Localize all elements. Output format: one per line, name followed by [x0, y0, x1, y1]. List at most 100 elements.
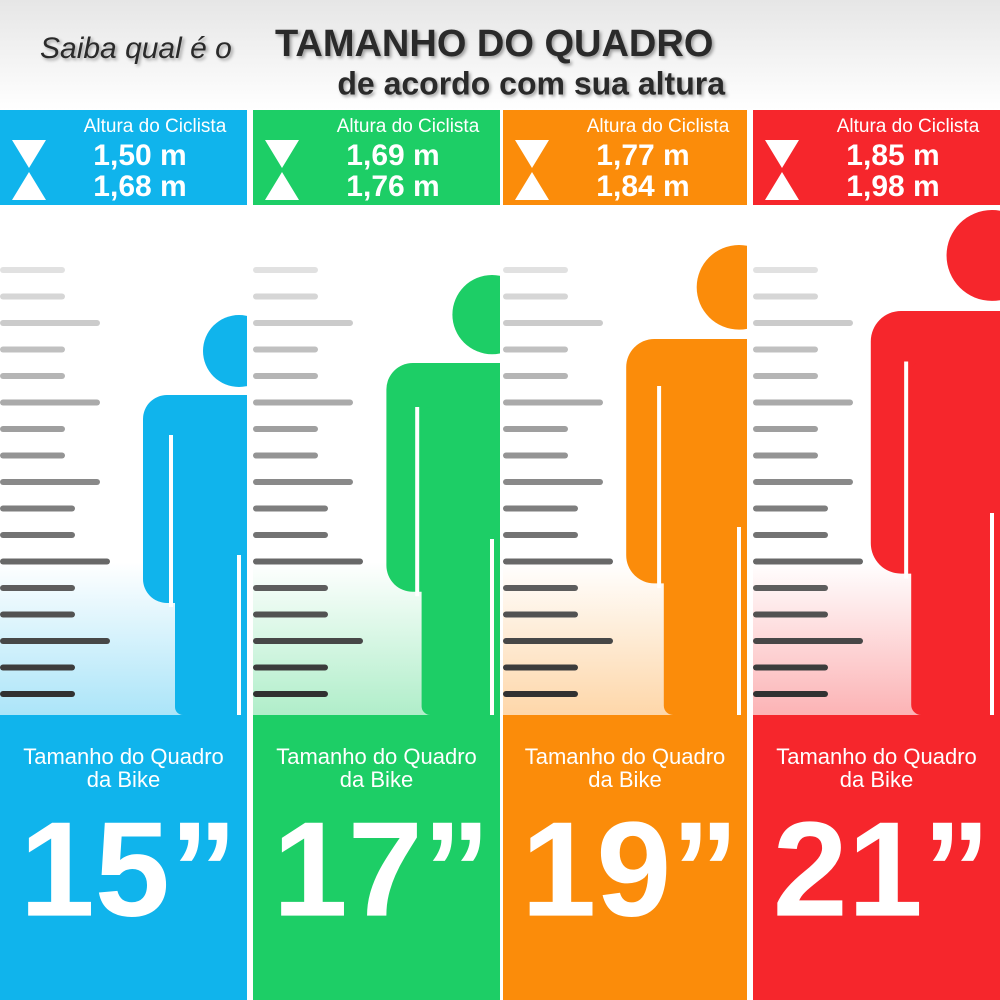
frame-size: 15” — [20, 794, 238, 945]
ruler-line — [0, 426, 65, 432]
ruler-line — [0, 399, 100, 406]
height-label: Altura do Ciclista — [84, 116, 227, 137]
ruler-line — [753, 532, 828, 538]
frame-label: da Bike — [87, 767, 160, 792]
ruler-line — [253, 426, 318, 432]
ruler-line — [503, 426, 568, 432]
ruler-line — [503, 399, 603, 406]
ruler-line — [503, 479, 603, 485]
ruler-line — [0, 532, 75, 538]
frame-label: da Bike — [840, 767, 913, 792]
height-max: 1,84 m — [596, 170, 689, 203]
frame-size: 17” — [273, 794, 491, 945]
ruler-line — [0, 611, 75, 618]
ruler-line — [253, 267, 318, 273]
ruler-line — [0, 293, 65, 300]
ruler-line — [753, 611, 828, 618]
header-subtitle: de acordo com sua altura — [337, 65, 725, 101]
ruler-line — [753, 691, 828, 697]
height-band — [253, 110, 500, 205]
frame-label: Tamanho do Quadro — [276, 744, 477, 769]
hourglass-icon — [12, 140, 46, 200]
frame-label: Tamanho do Quadro — [525, 744, 726, 769]
frame-label: Tamanho do Quadro — [23, 744, 224, 769]
height-label: Altura do Ciclista — [337, 116, 480, 137]
height-label: Altura do Ciclista — [837, 116, 980, 137]
arm-gap — [657, 386, 662, 589]
frame-band — [253, 715, 500, 1000]
person-legs — [663, 386, 747, 715]
frame-label: da Bike — [588, 767, 661, 792]
ruler-line — [753, 664, 828, 671]
height-max: 1,98 m — [846, 170, 939, 203]
height-min: 1,50 m — [93, 139, 186, 172]
ruler-line — [753, 320, 853, 326]
ruler-line — [503, 691, 578, 697]
frame-size: 21” — [773, 794, 991, 945]
height-band — [0, 110, 247, 205]
arm-gap — [169, 435, 173, 607]
height-max: 1,76 m — [346, 170, 439, 203]
height-max: 1,68 m — [93, 170, 186, 203]
ruler-line — [0, 452, 65, 459]
person-head — [203, 315, 247, 387]
ruler-line — [0, 320, 100, 326]
frame-band — [0, 715, 247, 1000]
ruler-line — [253, 611, 328, 618]
ruler-line — [753, 558, 863, 565]
height-band — [753, 110, 1000, 205]
ruler-line — [503, 664, 578, 671]
ruler-line — [253, 532, 328, 538]
person-legs — [911, 361, 1000, 715]
ruler-line — [753, 399, 853, 406]
height-min: 1,85 m — [846, 139, 939, 172]
ruler-line — [753, 267, 818, 273]
height-min: 1,77 m — [596, 139, 689, 172]
figure-area — [753, 205, 1000, 715]
ruler-line — [503, 532, 578, 538]
ruler-line — [253, 479, 353, 485]
ruler-line — [753, 426, 818, 432]
ruler-line — [753, 293, 818, 300]
frame-band — [753, 715, 1000, 1000]
person-head — [946, 210, 1000, 301]
ruler-line — [0, 585, 75, 591]
ruler-line — [753, 479, 853, 485]
ruler-line — [503, 346, 568, 353]
frame-label: da Bike — [340, 767, 413, 792]
frame-label: Tamanho do Quadro — [776, 744, 977, 769]
height-label: Altura do Ciclista — [587, 116, 730, 137]
ruler-line — [0, 267, 65, 273]
ruler-line — [253, 320, 353, 326]
header-prefix: Saiba qual é o — [40, 32, 232, 65]
ruler-line — [0, 638, 110, 644]
ruler-line — [503, 558, 613, 565]
person-head — [452, 275, 500, 355]
ruler-line — [0, 346, 65, 353]
hourglass-icon — [765, 140, 799, 200]
frame-size: 19” — [521, 794, 739, 945]
ruler-line — [0, 373, 65, 379]
ruler-line — [503, 638, 613, 644]
figure-area — [0, 205, 247, 715]
ruler-line — [253, 399, 353, 406]
leg-gap — [237, 555, 241, 715]
ruler-line — [0, 691, 75, 697]
ruler-line — [253, 373, 318, 379]
header-background — [0, 0, 1000, 110]
person-figure — [386, 275, 500, 715]
ruler-line — [0, 479, 100, 485]
ruler-line — [253, 585, 328, 591]
ruler-line — [253, 293, 318, 300]
ruler-line — [503, 320, 603, 326]
ruler-line — [503, 452, 568, 459]
ruler-line — [253, 664, 328, 671]
person-legs — [175, 435, 247, 715]
ruler-line — [753, 585, 828, 591]
ruler-line — [253, 452, 318, 459]
